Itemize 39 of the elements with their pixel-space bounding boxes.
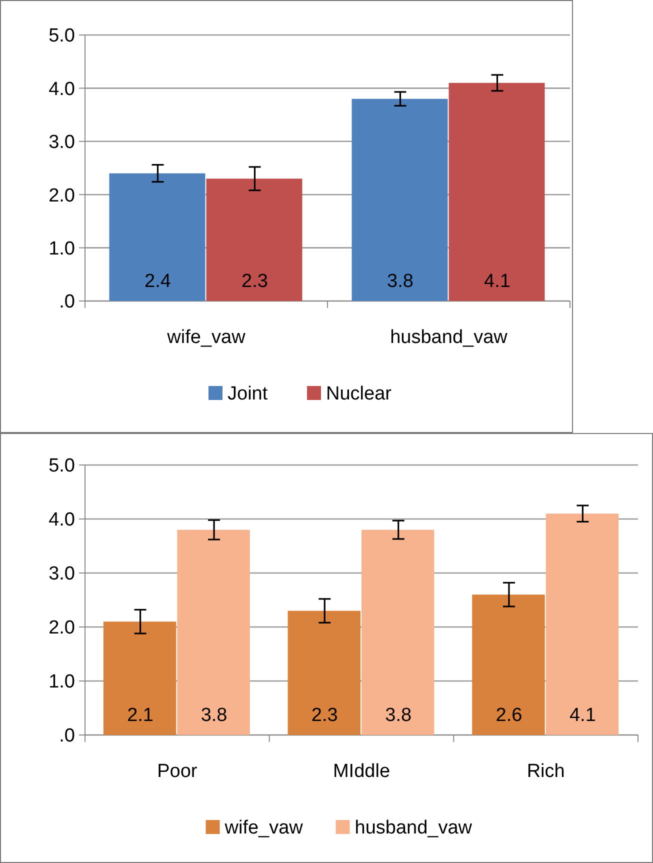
data-label: 3.8 [200, 705, 228, 726]
bar [472, 594, 545, 735]
bar [177, 530, 250, 735]
data-label: 4.1 [569, 705, 596, 726]
y-tick-label: .0 [59, 726, 75, 747]
bar [362, 530, 434, 735]
data-label: 2.3 [242, 271, 268, 292]
bar [546, 514, 619, 735]
bar [448, 82, 545, 301]
data-label: 2.4 [144, 271, 172, 292]
bar [109, 173, 206, 301]
y-tick-label: 4.0 [48, 78, 75, 100]
data-label: 2.6 [496, 705, 522, 726]
legend-label: husband_vaw [354, 818, 472, 839]
data-label: 2.1 [127, 705, 154, 726]
legend-label: wife_vaw [224, 818, 304, 839]
data-label: 4.1 [484, 271, 510, 292]
y-tick-label: 2.0 [48, 618, 75, 639]
bar [352, 98, 448, 301]
bar [288, 610, 360, 735]
bar [206, 178, 302, 301]
y-tick-label: 4.0 [48, 510, 75, 531]
data-label: 3.8 [387, 271, 414, 292]
y-tick-label: .0 [59, 292, 75, 313]
y-tick-label: 3.0 [48, 564, 75, 585]
data-label: 2.3 [311, 705, 338, 726]
y-tick-label: 2.0 [48, 185, 75, 206]
bar [103, 622, 176, 735]
x-tick-label: Poor [157, 761, 198, 782]
legend-label: Nuclear [326, 384, 392, 405]
y-tick-label: 1.0 [48, 238, 75, 260]
legend-label: Joint [228, 384, 268, 405]
data-label: 3.8 [385, 705, 412, 726]
y-tick-label: 3.0 [48, 132, 75, 154]
y-tick-label: 5.0 [48, 26, 75, 47]
y-tick-label: 5.0 [48, 456, 75, 477]
x-tick-label: MIddle [332, 761, 390, 782]
x-tick-label: Rich [526, 761, 565, 782]
y-tick-label: 1.0 [48, 672, 75, 693]
